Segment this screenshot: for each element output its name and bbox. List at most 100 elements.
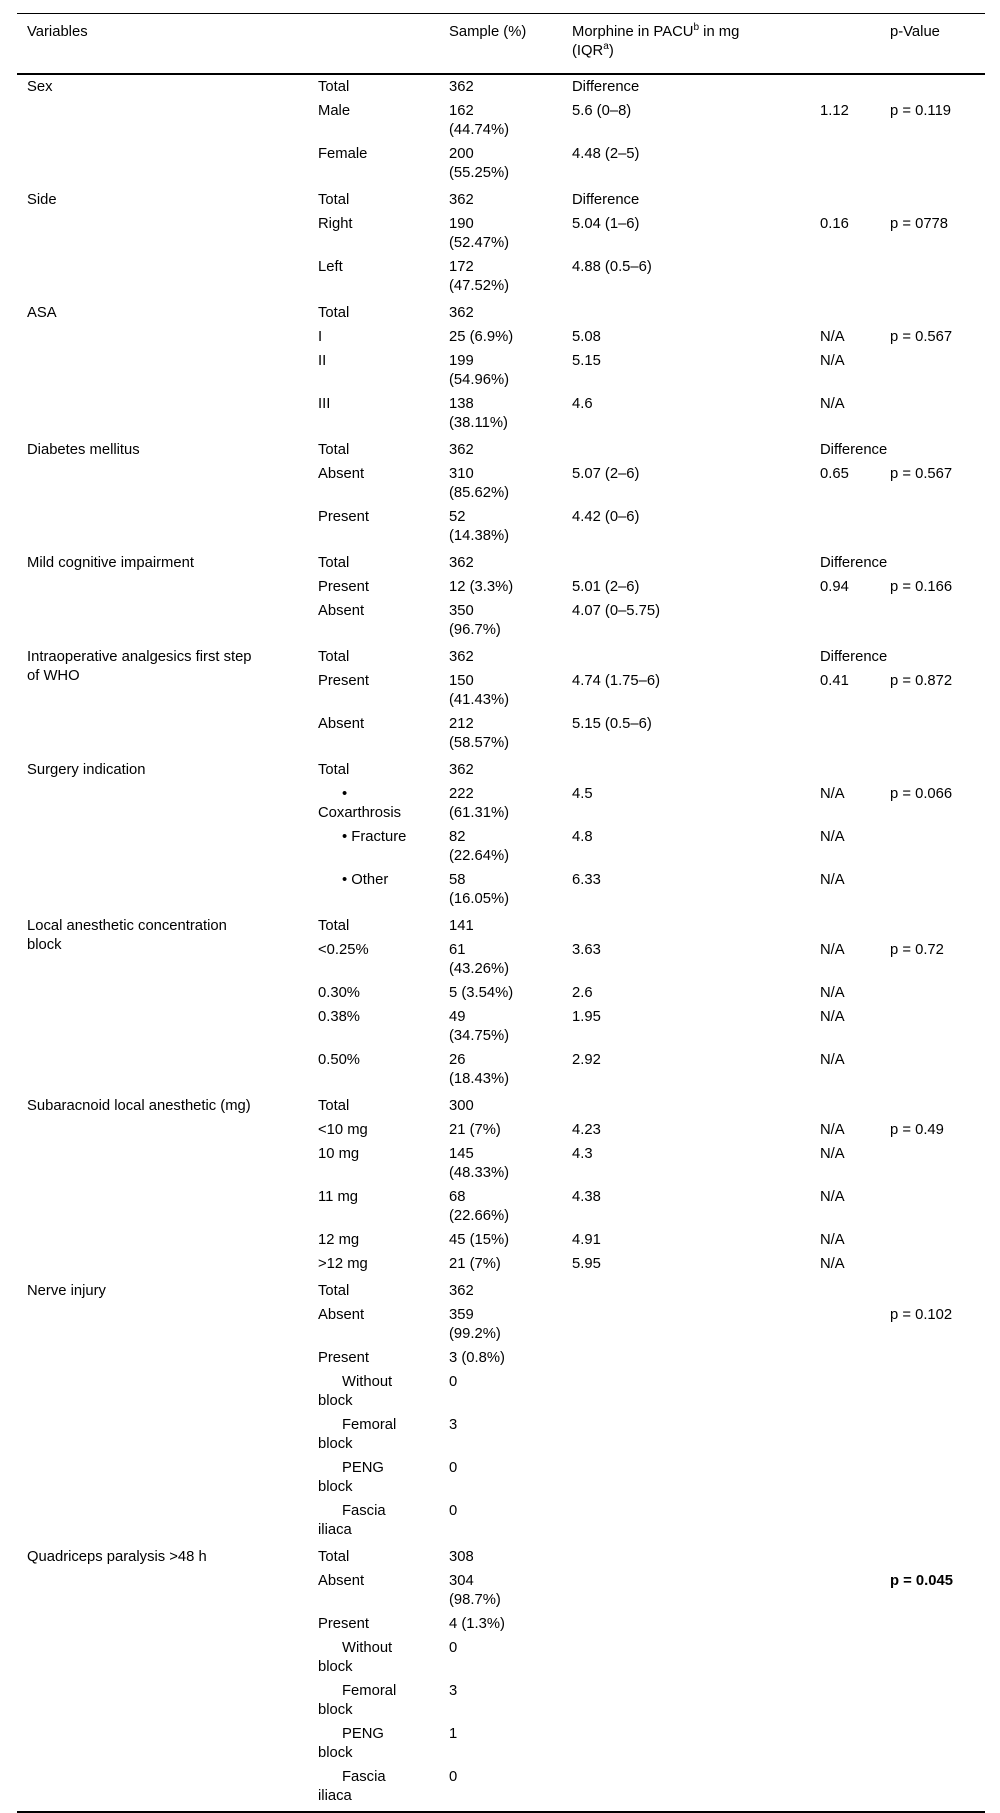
subcategory-cell: Fascia iliaca (318, 1503, 386, 1538)
p-value-text: p = 0.49 (890, 1122, 944, 1138)
table-row: Femoral block 3 (17, 1416, 985, 1459)
header-subcategory (318, 14, 449, 75)
sample-cell: 212 (58.57%) (449, 716, 510, 751)
morphine-cell: 5.6 (0–8) (572, 103, 632, 119)
table-row: Quadriceps paralysis >48 h Total 308 (17, 1545, 985, 1572)
morphine-cell (572, 1416, 820, 1459)
p-value-cell (890, 1008, 985, 1051)
difference-cell: 1.12 (820, 103, 849, 119)
p-value-text: p = 0.066 (890, 786, 953, 802)
header-sample: Sample (%) (449, 24, 527, 40)
p-value-cell: p = 0.872 (890, 672, 985, 715)
difference-cell (820, 258, 890, 301)
variable-cell: Side (27, 192, 57, 208)
table-row: Present 3 (0.8%) (17, 1349, 985, 1373)
table-row: Intraoperative analgesics first step of … (17, 645, 985, 684)
subcategory-cell: >12 mg (318, 1256, 368, 1272)
p-value-cell: p = 0.72 (890, 941, 985, 984)
difference-cell: N/A (820, 942, 845, 958)
p-value-cell (890, 74, 985, 102)
sample-cell: 362 (449, 79, 474, 95)
difference-cell (820, 1682, 890, 1725)
table-row: <10 mg 21 (7%) 4.23 N/A p = 0.49 (17, 1121, 985, 1145)
p-value-cell (890, 1416, 985, 1459)
subcategory-cell: 11 mg (318, 1189, 359, 1205)
difference-cell (820, 1768, 890, 1812)
subcategory-cell: Absent (318, 1307, 365, 1323)
sample-cell: 150 (41.43%) (449, 673, 510, 708)
table-row: Local anesthetic concentration block Tota… (17, 914, 985, 953)
morphine-cell: 5.08 (572, 329, 601, 345)
difference-cell: N/A (820, 1146, 845, 1162)
header-variables: Variables (27, 24, 88, 40)
sample-cell: 52 (14.38%) (449, 509, 510, 544)
morphine-cell (572, 301, 820, 328)
statistics-table: Variables Sample (%) Morphine in PACUb i… (17, 13, 985, 1813)
morphine-cell: 4.5 (572, 786, 593, 802)
table-row: Sex Total 362 Difference (17, 74, 985, 102)
sample-cell: 4 (1.3%) (449, 1616, 505, 1632)
sample-cell: 362 (449, 442, 474, 458)
morphine-cell: 5.04 (1–6) (572, 216, 640, 232)
morphine-cell (572, 1279, 820, 1306)
sample-cell: 200 (55.25%) (449, 146, 510, 181)
difference-cell (820, 758, 890, 785)
sample-cell: 0 (449, 1374, 458, 1390)
sample-cell: 49 (34.75%) (449, 1009, 510, 1044)
difference-cell: N/A (820, 396, 845, 412)
morphine-cell (572, 914, 820, 941)
sample-cell: 12 (3.3%) (449, 579, 514, 595)
difference-cell: N/A (820, 1009, 845, 1025)
variable-cell: Nerve injury (27, 1283, 106, 1299)
p-value-cell (890, 301, 985, 328)
sample-cell: 138 (38.11%) (449, 396, 508, 431)
difference-cell: N/A (820, 329, 845, 345)
sample-cell: 362 (449, 555, 474, 571)
difference-cell: N/A (820, 872, 845, 888)
sample-cell: 21 (7%) (449, 1122, 501, 1138)
p-value-cell (890, 1639, 985, 1682)
morphine-cell: 6.33 (572, 872, 601, 888)
difference-cell: Difference (820, 555, 888, 571)
p-value-cell (890, 188, 985, 215)
p-value-text: p = 0.102 (890, 1307, 953, 1323)
sample-cell: 0 (449, 1640, 458, 1656)
subcategory-cell: Present (318, 673, 369, 689)
morphine-cell: 3.63 (572, 942, 601, 958)
subcategory-cell: Total (318, 918, 350, 934)
difference-cell (820, 1416, 890, 1459)
sample-cell: 26 (18.43%) (449, 1052, 510, 1087)
difference-cell: N/A (820, 829, 845, 845)
p-value-cell (890, 258, 985, 301)
subcategory-cell: Total (318, 1549, 350, 1565)
difference-cell (820, 1373, 890, 1416)
header-morphine: Morphine in PACUb in mg (IQRa) (572, 14, 820, 75)
table-row: Right 190 (52.47%) 5.04 (1–6) 0.16 p = 0778 (17, 215, 985, 258)
subcategory-cell: Total (318, 79, 350, 95)
difference-cell: 0.16 (820, 216, 849, 232)
morphine-cell (572, 1459, 820, 1502)
header-morphine-line1: Morphine in PACU (572, 24, 694, 40)
header-morphine-line2: (IQR (572, 43, 604, 59)
subcategory-cell: Present (318, 509, 369, 525)
difference-cell: 0.65 (820, 466, 849, 482)
sample-cell: 362 (449, 1283, 474, 1299)
morphine-cell: 4.48 (2–5) (572, 146, 640, 162)
morphine-cell (572, 1615, 820, 1639)
table-row: PENG block 0 (17, 1459, 985, 1502)
sample-cell: 58 (16.05%) (449, 872, 510, 907)
sample-cell: 304 (98.7%) (449, 1573, 501, 1608)
sample-cell: 145 (48.33%) (449, 1146, 510, 1181)
difference-cell: N/A (820, 1232, 845, 1248)
table-row: Male 162 (44.74%) 5.6 (0–8) 1.12 p = 0.119 (17, 102, 985, 145)
difference-cell (820, 301, 890, 328)
table-row: Femoral block 3 (17, 1682, 985, 1725)
morphine-cell: 4.88 (0.5–6) (572, 259, 652, 275)
subcategory-cell: Absent (318, 1573, 365, 1589)
sample-cell: 25 (6.9%) (449, 329, 514, 345)
subcategory-cell: 10 mg (318, 1146, 360, 1162)
p-value-cell (890, 871, 985, 914)
p-value-cell (890, 1188, 985, 1231)
morphine-cell (572, 1094, 820, 1121)
sample-cell: 5 (3.54%) (449, 985, 514, 1001)
